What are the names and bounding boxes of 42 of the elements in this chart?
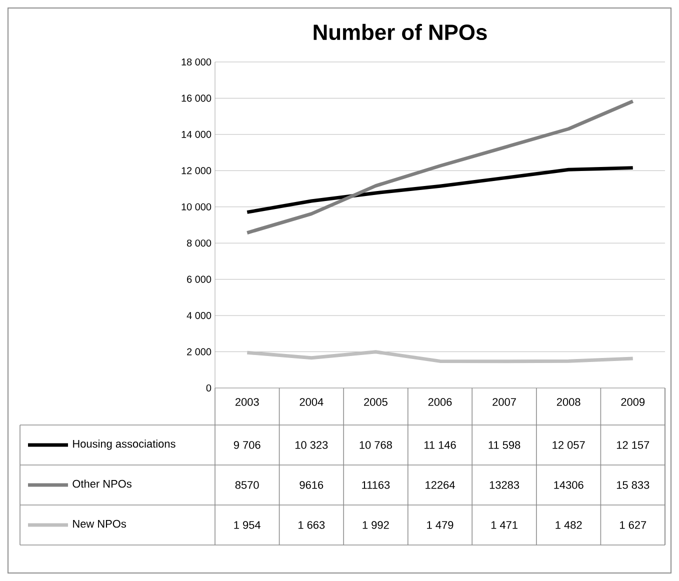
data-label: 9 706	[234, 441, 260, 449]
x-tick-label: 2008	[556, 398, 580, 406]
y-tick-label: 14 000	[182, 130, 212, 138]
data-label: 1 663	[298, 521, 325, 529]
x-tick-label: 2007	[492, 398, 516, 406]
y-tick-label: 12 000	[182, 167, 212, 174]
data-label: 10 323	[295, 441, 328, 449]
x-tick-label: 2004	[300, 398, 324, 406]
data-label: 11 146	[424, 441, 456, 449]
data-label: 12 057	[552, 441, 585, 449]
data-label: 1 954	[234, 521, 260, 529]
x-tick-label: 2005	[364, 398, 388, 406]
data-label: 1 627	[620, 521, 646, 529]
data-label: 8570	[235, 481, 259, 489]
y-tick-label: 0	[206, 384, 212, 392]
data-label: 13283	[490, 481, 520, 489]
x-tick-label: 2009	[621, 398, 645, 406]
x-tick-label: 2003	[236, 398, 259, 406]
y-tick-label: 16 000	[182, 94, 212, 102]
y-tick-label: 4 000	[186, 312, 212, 320]
data-label: 1 479	[427, 521, 454, 529]
data-label: 1 482	[556, 521, 582, 529]
y-tick-label: 8 000	[186, 240, 212, 247]
chart-title: Number of NPOs	[314, 24, 487, 40]
data-label: 1 471	[491, 521, 518, 529]
data-label: 15 833	[616, 481, 650, 489]
y-tick-label: 6 000	[187, 276, 212, 283]
legend-label: Housing associations	[73, 440, 176, 450]
legend-label: Other NPOs	[72, 480, 132, 488]
y-tick-label: 18 000	[182, 58, 212, 66]
data-label: 9616	[300, 481, 324, 489]
legend-label: New NPOs	[73, 520, 126, 528]
data-label: 11 598	[488, 441, 520, 449]
data-label: 14306	[554, 481, 584, 489]
y-tick-label: 10 000	[182, 203, 212, 210]
data-label: 10 768	[360, 441, 392, 449]
x-tick-label: 2006	[428, 398, 452, 406]
data-label: 12264	[426, 481, 455, 489]
data-label: 1 992	[362, 521, 389, 529]
data-label: 12 157	[616, 441, 650, 449]
data-label: 11163	[362, 481, 390, 489]
y-tick-label: 2 000	[187, 348, 212, 356]
